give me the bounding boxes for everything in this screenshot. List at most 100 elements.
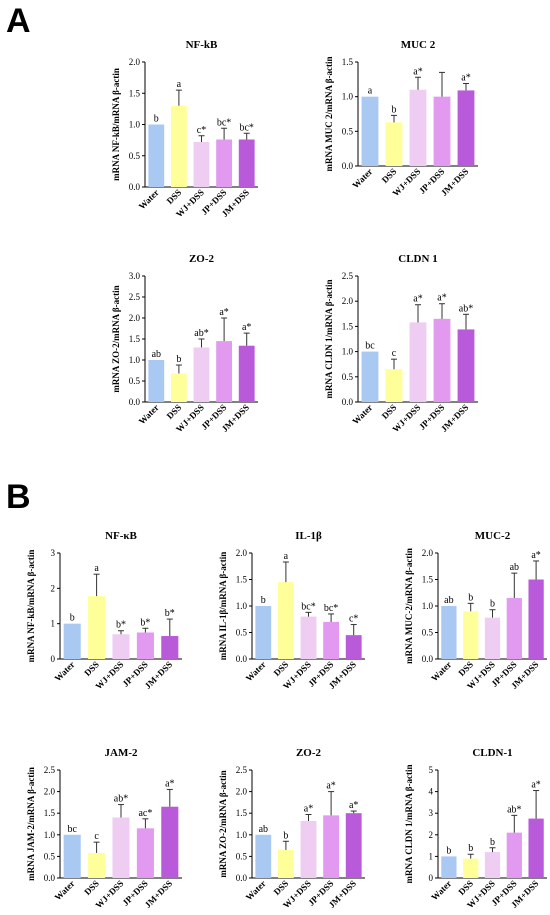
significance-label: b: [490, 599, 495, 610]
bar-jm-dss: [528, 579, 544, 659]
chart-title: ZO-2: [296, 747, 322, 759]
y-tick-label: 0.5: [236, 851, 248, 861]
significance-label: a*: [349, 800, 358, 811]
significance-label: bc*: [301, 601, 315, 612]
significance-label: bc: [67, 824, 77, 835]
bar-jp-dss: [506, 832, 522, 878]
x-tick-label: Water: [53, 659, 77, 683]
significance-label: ab*: [194, 328, 208, 339]
chart-a-cldn-1: CLDN 1 mRNA CLDN 1/mRNA β-actin 0.0 0.5 1.0 1…: [324, 253, 478, 434]
y-tick-label: 1.0: [342, 92, 354, 102]
y-tick-label: 2.0: [236, 548, 248, 558]
bar-water: [255, 834, 272, 878]
y-tick-label: 2: [429, 830, 434, 840]
significance-label: ab: [510, 562, 519, 573]
y-tick-label: 2.0: [129, 313, 141, 323]
y-tick-label: 1.5: [342, 321, 354, 331]
significance-label: a: [368, 86, 373, 97]
significance-label: a: [94, 563, 99, 574]
bar-wj-dss: [300, 820, 317, 878]
significance-label: a*: [304, 803, 313, 814]
significance-label: b: [490, 837, 495, 848]
significance-label: b*: [116, 620, 126, 631]
y-tick-label: 4: [429, 787, 434, 797]
significance-label: a*: [413, 294, 422, 305]
bar-dss: [277, 849, 294, 878]
chart-title: IL-1β: [295, 530, 322, 542]
y-tick-label: 1.5: [129, 334, 141, 344]
chart-b-muc-2: MUC-2 mRNA MUC-2/mRNA β-actin 0.0 0.5 1.0 1.5…: [404, 530, 547, 691]
significance-label: b: [154, 114, 159, 125]
bar-wj-dss: [409, 322, 427, 402]
y-tick-label: 0: [429, 873, 434, 883]
y-tick-label: 1.0: [44, 830, 56, 840]
significance-label: ab: [259, 824, 268, 835]
y-axis-label: mRNA CLDN 1/mRNA β-actin: [324, 280, 334, 399]
y-tick-label: 1.0: [342, 347, 354, 357]
x-tick-label: DSS: [82, 878, 101, 897]
y-axis-label: mRNA NF-kB/mRNA β-actin: [26, 550, 36, 663]
y-tick-label: 0.0: [342, 161, 354, 171]
chart-title: JAM-2: [105, 747, 138, 759]
bar-water: [361, 96, 379, 166]
bar-water: [148, 360, 165, 402]
bar-jp-dss: [433, 96, 451, 166]
significance-label: b: [468, 843, 473, 854]
bar-jm-dss: [457, 90, 475, 166]
bar-water: [255, 606, 272, 659]
y-tick-label: 1.5: [422, 575, 434, 585]
y-tick-label: 0.0: [342, 397, 354, 407]
bar-dss: [463, 858, 479, 878]
x-tick-label: Water: [53, 878, 77, 902]
chart-b-zo-2: ZO-2 mRNA ZO-2/mRNA β-actin 0.0 0.5 1.0 1.5 2.…: [218, 747, 365, 910]
significance-label: ab*: [459, 303, 473, 314]
significance-label: ab*: [507, 804, 521, 815]
y-tick-label: 1.0: [129, 120, 141, 130]
y-tick-label: 0.5: [342, 372, 354, 382]
y-tick-label: 1.0: [129, 355, 141, 365]
significance-label: c*: [349, 614, 358, 625]
bar-jp-dss: [216, 341, 233, 402]
x-tick-label: Water: [244, 659, 268, 683]
x-tick-label: Water: [350, 402, 374, 426]
bar-jm-dss: [345, 813, 362, 878]
y-axis-label: mRNA ZO-2/mRNA β-actin: [111, 285, 121, 392]
y-tick-label: 1.5: [236, 808, 248, 818]
significance-label: b: [176, 354, 181, 365]
y-tick-label: 3.0: [129, 271, 141, 281]
chart-a-muc-2: MUC 2 mRNA MUC 2/mRNA β-actin 0.0 0.5 1.0 1.5…: [324, 39, 478, 198]
y-tick-label: 3: [429, 808, 434, 818]
y-tick-label: 1.5: [129, 88, 141, 98]
panel-label-b: B: [6, 478, 31, 516]
chart-title: CLDN 1: [398, 253, 437, 265]
y-tick-label: 1.0: [422, 601, 434, 611]
bar-wj-dss: [484, 852, 501, 878]
significance-label: c: [94, 831, 99, 842]
significance-label: b*: [165, 608, 175, 619]
chart-title: MUC 2: [401, 39, 436, 51]
y-tick-label: 0.5: [422, 628, 434, 638]
bar-wj-dss: [193, 142, 210, 187]
chart-title: MUC-2: [475, 530, 511, 542]
y-tick-label: 1.5: [236, 575, 248, 585]
significance-label: a: [284, 551, 289, 562]
y-tick-label: 0.0: [236, 873, 248, 883]
chart-b-nf-b: NF-κB mRNA NF-kB/mRNA β-actin 0 1 2 3 b Water a D…: [26, 530, 182, 691]
bar-dss: [385, 369, 403, 402]
significance-label: bc*: [217, 117, 231, 128]
x-tick-label: Water: [137, 402, 161, 426]
y-tick-label: 0.0: [44, 873, 56, 883]
significance-label: b: [261, 595, 266, 606]
bar-water: [63, 623, 81, 659]
significance-label: b*: [140, 617, 150, 628]
bar-jp-dss: [433, 318, 451, 402]
significance-label: b: [283, 830, 288, 841]
chart-a-zo-2: ZO-2 mRNA ZO-2/mRNA β-actin 0.0 0.5 1.0 1.5 2.…: [111, 253, 258, 434]
bar-water: [441, 856, 457, 878]
y-tick-label: 1.0: [236, 830, 248, 840]
bar-jp-dss: [323, 621, 340, 659]
bar-jm-dss: [238, 345, 255, 402]
significance-label: a*: [437, 293, 446, 304]
x-tick-label: Water: [137, 187, 161, 211]
